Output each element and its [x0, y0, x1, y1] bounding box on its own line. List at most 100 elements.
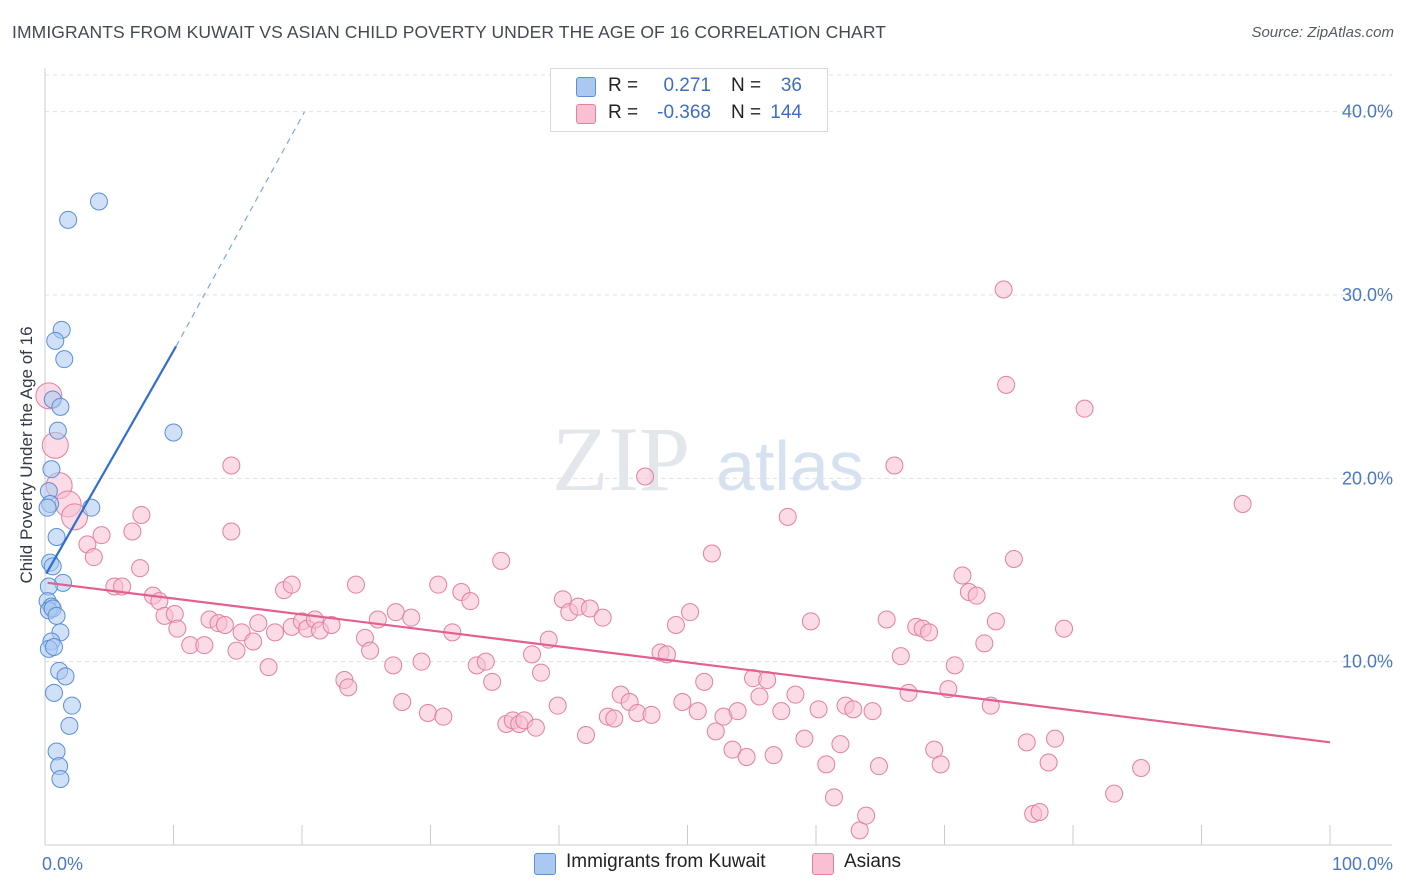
- kuwait-trend-line: [45, 345, 178, 575]
- asians-point: [84, 548, 103, 567]
- asians-point: [402, 608, 421, 627]
- asians-point: [863, 702, 882, 721]
- kuwait-point: [56, 667, 75, 686]
- asians-point: [412, 652, 431, 671]
- asians-point: [131, 559, 150, 578]
- asians-point: [92, 526, 111, 545]
- asians-point: [786, 685, 805, 704]
- kuwait-point: [164, 423, 183, 442]
- asians-point: [605, 709, 624, 728]
- legend-row-kuwait: R = 0.271 N = 36: [551, 74, 827, 100]
- kuwait-point: [47, 528, 66, 546]
- kuwait-point: [82, 498, 101, 517]
- asians-trend-line: [47, 581, 1331, 744]
- asians-point: [795, 729, 814, 748]
- watermark-atlas: atlas: [716, 427, 864, 505]
- asians-point: [576, 726, 595, 744]
- asians-point: [831, 735, 850, 754]
- asians-point: [1132, 759, 1151, 777]
- y-tick-label: 40.0%: [1342, 102, 1393, 122]
- asians-point: [967, 586, 986, 605]
- watermark: ZIP atlas: [552, 408, 864, 510]
- legend-r-value: 0.271: [663, 75, 711, 96]
- asians-point: [483, 672, 502, 691]
- x-tick-label: 100.0%: [1332, 854, 1393, 874]
- asians-point: [1233, 495, 1252, 513]
- asians-point: [666, 616, 685, 634]
- asians-point: [227, 641, 246, 660]
- asians-point: [642, 705, 661, 724]
- asians-point: [532, 663, 551, 682]
- legend-n-value: 144: [770, 102, 802, 123]
- asians-point: [706, 722, 725, 741]
- asians-point: [339, 678, 358, 697]
- grid-lines: [45, 74, 1392, 663]
- y-tick-label: 10.0%: [1342, 652, 1393, 672]
- legend-swatch-asians: [576, 104, 596, 124]
- asians-point: [688, 702, 707, 721]
- asians-point: [195, 636, 214, 655]
- asians-point: [920, 623, 939, 642]
- asians-point: [857, 806, 876, 825]
- asians-point: [997, 375, 1016, 394]
- asians-point: [580, 599, 599, 618]
- asians-point: [523, 645, 542, 664]
- asians-point: [945, 656, 964, 675]
- asians-point: [1105, 784, 1124, 803]
- kuwait-point: [48, 421, 67, 440]
- asians-point: [165, 605, 184, 623]
- asians-point: [418, 704, 437, 722]
- asians-point: [994, 280, 1013, 299]
- asians-point: [824, 788, 843, 807]
- watermark-zip: ZIP: [552, 408, 690, 510]
- asians-point: [429, 575, 448, 594]
- asians-point: [132, 506, 151, 524]
- asians-point: [844, 700, 863, 719]
- asians-point: [244, 632, 263, 651]
- kuwait-point: [51, 770, 70, 788]
- bottom-legend-label-kuwait: Immigrants from Kuwait: [566, 851, 766, 872]
- asians-point: [899, 683, 918, 702]
- asians-point: [1004, 550, 1023, 568]
- asians-point: [249, 614, 268, 633]
- kuwait-point: [62, 696, 81, 715]
- bottom-legend-swatch-kuwait: [534, 853, 556, 875]
- asians-point: [386, 603, 405, 622]
- y-tick-label: 20.0%: [1342, 468, 1393, 488]
- legend-r-label: R =: [608, 75, 639, 96]
- asians-point: [728, 702, 747, 721]
- kuwait-point: [46, 331, 65, 350]
- legend-r-label: R =: [608, 102, 639, 123]
- kuwait-point: [59, 210, 78, 229]
- asians-point: [393, 693, 412, 711]
- series-kuwait: [38, 192, 183, 788]
- asians-point: [953, 566, 972, 585]
- kuwait-point: [60, 716, 79, 735]
- axes: [44, 68, 1392, 846]
- kuwait-point: [51, 397, 70, 416]
- legend-r-value: -0.368: [657, 102, 711, 123]
- legend-n-value: 36: [780, 75, 802, 96]
- asians-point: [681, 603, 700, 622]
- asians-point: [476, 652, 495, 671]
- asians-point: [168, 619, 187, 638]
- x-tick-label: 0.0%: [42, 854, 83, 874]
- asians-point: [750, 687, 769, 706]
- asians-point: [361, 641, 380, 660]
- asians-point: [593, 608, 612, 627]
- kuwait-point: [89, 192, 108, 211]
- y-axis-label: Child Poverty Under the Age of 16: [17, 326, 36, 583]
- asians-point: [702, 544, 721, 563]
- asians-point: [434, 707, 453, 726]
- kuwait-trend-extension: [175, 111, 306, 347]
- asians-point: [1055, 619, 1074, 638]
- tick-labels: 10.0% 20.0% 30.0% 40.0% 0.0% 100.0%: [42, 102, 1393, 874]
- legend-n-label: N =: [731, 102, 762, 123]
- asians-point: [801, 612, 820, 631]
- trend-lines: [45, 111, 1331, 744]
- asians-point: [737, 748, 756, 766]
- asians-point: [215, 616, 234, 634]
- asians-point: [723, 740, 742, 759]
- chart-title: IMMIGRANTS FROM KUWAIT VS ASIAN CHILD PO…: [12, 22, 887, 42]
